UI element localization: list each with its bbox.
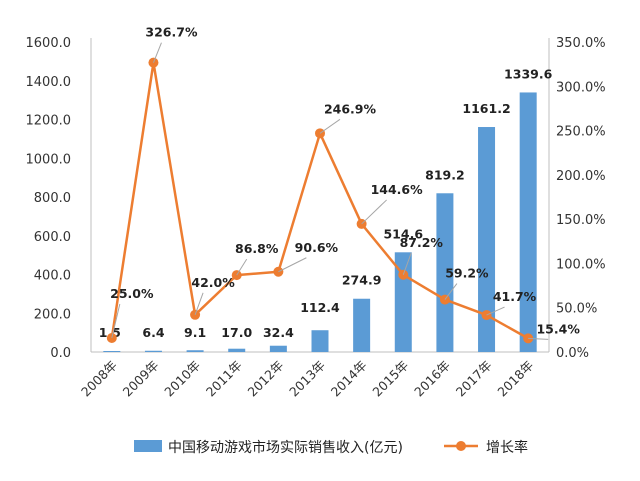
rate-leader-line [528,337,549,340]
rate-leader-line [361,199,387,225]
bar-labels: 1.5 6.4 9.1 17.0 32.4112.4274.9514.6819.2116… [99,66,553,340]
rate-data-label: 25.0% [110,286,154,301]
bar-data-label: 514.6 [383,226,423,241]
bar [311,330,329,352]
bar-data-label: 6.4 [142,325,164,340]
x-tick-label: 2012年 [245,358,287,400]
y-left-tick-label: 800.0 [34,191,71,206]
y-left-tick-label: 1000.0 [26,152,72,167]
y-right-tick-label: 350.0% [556,36,606,51]
rate-data-label: 326.7% [145,25,198,40]
bar-data-label: 274.9 [342,273,382,288]
y-right-tick-label: 250.0% [556,125,606,140]
y-right-tick-label: 50.0% [556,302,597,317]
rate-data-label: 246.9% [324,101,377,116]
rate-leader-line [319,118,341,134]
bar [478,127,496,352]
bar [103,351,121,352]
y-right-tick-label: 150.0% [556,213,606,228]
rate-data-label: 90.6% [295,240,339,255]
bar [269,345,287,352]
rate-data-label: 59.2% [445,266,489,281]
bar-data-label: 1339.6 [504,66,553,81]
x-tick-label: 2015年 [369,358,411,400]
rate-leader-line [444,283,458,300]
bar [436,193,454,352]
x-tick-label: 2018年 [494,358,536,400]
bar [228,348,246,352]
x-tick-label: 2013年 [286,358,328,400]
rate-leader-line [152,42,162,63]
y-left-tick-label: 600.0 [34,230,71,245]
legend-swatch-bar [134,440,162,452]
y-right-tick-label: 0.0% [556,346,589,361]
growth-point [148,57,159,68]
y-left-tick-label: 1600.0 [26,36,72,51]
rate-data-label: 42.0% [191,275,235,290]
bar-data-label: 1161.2 [462,101,510,116]
x-tick-label: 2008年 [78,358,120,400]
rate-leader-line [486,306,505,316]
y-right-tick-label: 100.0% [556,257,606,272]
rate-data-label: 144.6% [371,182,424,197]
bar [519,92,537,352]
legend-label-line: 增长率 [486,439,528,456]
rate-leader-line [236,258,248,276]
y-left-tick-label: 1200.0 [26,114,72,129]
rate-data-label: 15.4% [536,321,580,336]
rate-leader-line [194,292,204,315]
y-left-tick-label: 0.0 [50,346,71,361]
y-right-tick-label: 200.0% [556,169,606,184]
bar-data-label: 17.0 [221,325,252,340]
rate-leader-line [278,257,307,273]
bar-data-label: 9.1 [184,325,206,340]
bar-data-label: 819.2 [425,167,465,182]
bar-data-label: 32.4 [263,325,294,340]
rate-data-label: 86.8% [235,241,279,256]
bar [353,298,371,352]
legend-label-bar: 中国移动游戏市场实际销售收入(亿元) [168,439,403,456]
x-tick-label: 2017年 [453,358,495,400]
rate-leader-line [402,252,412,275]
legend-swatch-marker [456,441,466,451]
axes: 0.0 200.0 400.0 600.0 800.0 1000.0 1200.0 1400.… [26,36,606,361]
rate-labels: 25.0% 326.7% 42.0% 86.8% 90.6% 246.9% 144.6% 87… [110,25,580,340]
bars [103,92,537,352]
y-right-tick-label: 300.0% [556,80,606,95]
legend: 中国移动游戏市场实际销售收入(亿元) 增长率 [134,439,528,456]
rate-leader-line [111,303,121,339]
x-tick-label: 2011年 [203,358,245,400]
bar [186,350,204,352]
y-left-tick-label: 200.0 [34,307,71,322]
x-tick-label: 2014年 [328,358,370,400]
x-tick-label: 2009年 [120,358,162,400]
y-left-tick-label: 400.0 [34,269,71,284]
bar-data-label: 112.4 [300,300,340,315]
bar [144,350,162,352]
y-left-tick-label: 1400.0 [26,75,72,90]
rate-data-label: 87.2% [400,235,444,250]
x-tick-label: 2010年 [161,358,203,400]
x-ticks: 2008年 2009年 2010年 2011年 2012年 2013年 2014年 2015年… [78,358,536,400]
rate-data-label: 41.7% [493,289,537,304]
x-tick-label: 2016年 [411,358,453,400]
